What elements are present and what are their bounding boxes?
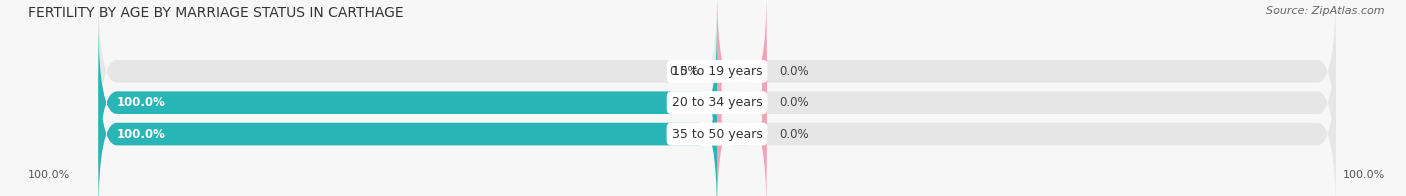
FancyBboxPatch shape: [717, 51, 1336, 196]
FancyBboxPatch shape: [98, 20, 717, 185]
Text: 20 to 34 years: 20 to 34 years: [672, 96, 762, 109]
FancyBboxPatch shape: [98, 51, 717, 196]
FancyBboxPatch shape: [98, 51, 717, 196]
Text: 0.0%: 0.0%: [779, 128, 808, 141]
Text: 100.0%: 100.0%: [1343, 170, 1385, 180]
FancyBboxPatch shape: [717, 20, 1336, 185]
Text: 35 to 50 years: 35 to 50 years: [672, 128, 762, 141]
Text: 0.0%: 0.0%: [779, 96, 808, 109]
FancyBboxPatch shape: [717, 20, 766, 185]
Text: FERTILITY BY AGE BY MARRIAGE STATUS IN CARTHAGE: FERTILITY BY AGE BY MARRIAGE STATUS IN C…: [28, 6, 404, 20]
Text: 100.0%: 100.0%: [28, 170, 70, 180]
FancyBboxPatch shape: [717, 51, 766, 196]
FancyBboxPatch shape: [717, 0, 766, 154]
Text: 100.0%: 100.0%: [117, 128, 166, 141]
Text: 0.0%: 0.0%: [669, 65, 699, 78]
FancyBboxPatch shape: [717, 0, 1336, 154]
FancyBboxPatch shape: [98, 0, 717, 154]
FancyBboxPatch shape: [98, 20, 717, 185]
Text: 15 to 19 years: 15 to 19 years: [672, 65, 762, 78]
Text: 0.0%: 0.0%: [779, 65, 808, 78]
Text: 100.0%: 100.0%: [117, 96, 166, 109]
Text: Source: ZipAtlas.com: Source: ZipAtlas.com: [1267, 6, 1385, 16]
